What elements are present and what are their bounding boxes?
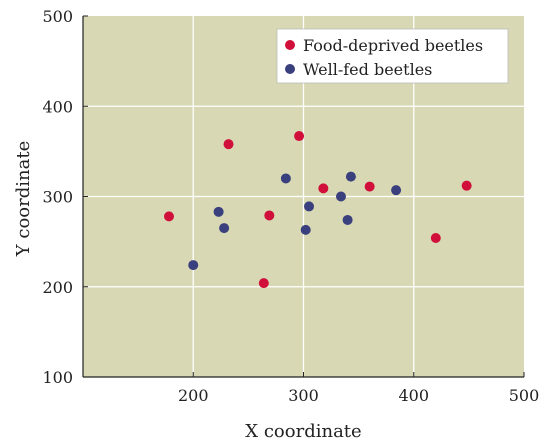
legend-label-food-deprived: Food-deprived beetles	[303, 36, 483, 55]
point-food-deprived	[461, 180, 472, 191]
point-food-deprived	[264, 210, 275, 221]
point-well-fed	[280, 173, 291, 184]
data-points	[163, 131, 472, 289]
y-tick-label: 100	[42, 368, 73, 387]
point-food-deprived	[258, 278, 269, 289]
x-tick-label: 200	[178, 386, 209, 405]
tick-marks: 200 300 400 500 100 200 300 400 500	[42, 7, 539, 405]
y-axis-title: Y coordinate	[13, 141, 34, 257]
legend-label-well-fed: Well-fed beetles	[303, 60, 432, 79]
point-well-fed	[342, 214, 353, 225]
point-food-deprived	[364, 181, 375, 192]
point-food-deprived	[318, 183, 329, 194]
point-well-fed	[213, 206, 224, 217]
legend: Food-deprived beetles Well-fed beetles	[276, 28, 509, 84]
x-tick-label: 300	[288, 386, 319, 405]
point-well-fed	[335, 191, 346, 202]
point-food-deprived	[294, 131, 305, 142]
legend-marker-well-fed	[285, 64, 295, 74]
point-well-fed	[219, 223, 230, 234]
y-tick-label: 300	[42, 188, 73, 207]
legend-box	[276, 28, 509, 84]
x-tick-label: 400	[398, 386, 429, 405]
point-food-deprived	[430, 233, 441, 244]
point-food-deprived	[163, 211, 174, 222]
point-well-fed	[391, 185, 402, 196]
x-tick-label: 500	[509, 386, 540, 405]
point-well-fed	[300, 224, 311, 235]
x-axis-title: X coordinate	[245, 421, 361, 442]
legend-marker-food-deprived	[285, 40, 295, 50]
point-food-deprived	[223, 139, 234, 150]
point-well-fed	[188, 260, 199, 271]
point-well-fed	[345, 171, 356, 182]
y-tick-label: 500	[42, 7, 73, 26]
point-well-fed	[304, 201, 315, 212]
y-tick-label: 200	[42, 278, 73, 297]
y-tick-label: 400	[42, 97, 73, 116]
